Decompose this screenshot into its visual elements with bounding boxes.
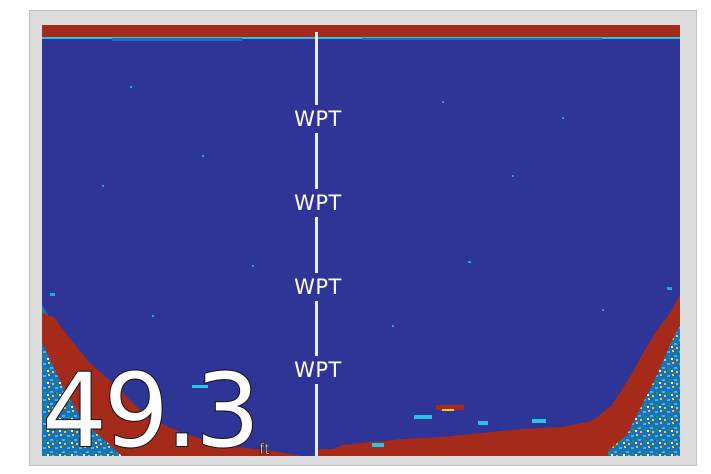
water-noise <box>50 86 672 327</box>
surface-band <box>42 25 680 37</box>
bottom-right-return <box>318 295 680 456</box>
waypoint-label[interactable]: WPT <box>290 356 346 384</box>
depth-unit: ft <box>259 440 271 456</box>
sonar-view[interactable]: WPT WPT WPT WPT 49.3 ft <box>42 25 680 456</box>
depth-readout: 49.3 ft <box>42 343 271 457</box>
waypoint-marker-line <box>315 32 318 456</box>
bottom-left-return <box>42 313 302 456</box>
waypoint-label[interactable]: WPT <box>290 105 346 133</box>
sonar-returns <box>42 25 680 456</box>
depth-value: 49.3 <box>42 352 261 457</box>
waypoint-label[interactable]: WPT <box>290 189 346 217</box>
waypoint-label[interactable]: WPT <box>290 273 346 301</box>
